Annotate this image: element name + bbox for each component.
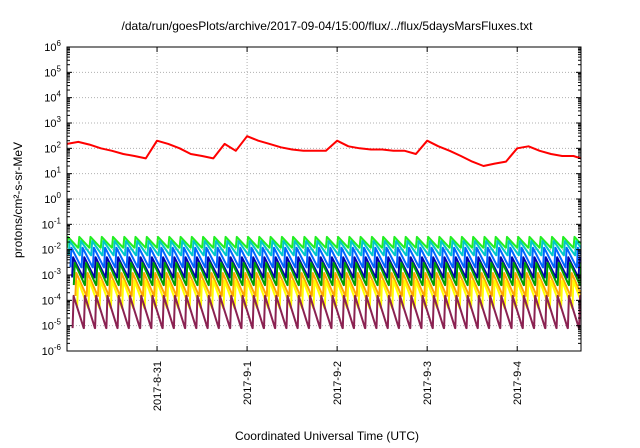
- y-tick-label: 104: [44, 90, 61, 105]
- series-line-6: [74, 272, 581, 297]
- y-tick-label: 10-4: [42, 292, 62, 307]
- y-tick-label: 105: [44, 64, 61, 79]
- y-tick-label: 100: [44, 191, 61, 206]
- x-tick-label: 2017-9-4: [512, 361, 524, 405]
- series-line-3: [69, 246, 581, 269]
- x-axis-ticks: 2017-8-31 2017-9-1 2017-9-2 2017-9-3 2017-9-…: [152, 47, 524, 411]
- x-tick-label: 2017-9-3: [422, 361, 434, 405]
- y-axis-title: protons/cm²-s-sr-MeV: [11, 142, 25, 258]
- series-line-2: [67, 240, 581, 257]
- y-tick-label: 103: [44, 115, 61, 130]
- x-tick-label: 2017-9-2: [332, 361, 344, 405]
- y-tick-label: 10-6: [42, 343, 62, 358]
- y-tick-label: 10-5: [42, 318, 62, 333]
- series-line-5: [72, 261, 581, 287]
- series-line-4: [71, 256, 581, 279]
- series-line-8: [71, 294, 581, 330]
- y-tick-label: 106: [44, 39, 61, 54]
- x-tick-label: 2017-9-1: [242, 361, 254, 405]
- series-line-1: [67, 235, 581, 249]
- series-group: [67, 135, 581, 330]
- series-line-0: [67, 135, 581, 167]
- x-tick-label: 2017-8-31: [152, 361, 164, 411]
- y-axis-ticks: 10-6 10-5 10-4 10-3 10-2 10-1 100 101 102 103 104 1…: [42, 39, 581, 358]
- y-tick-label: 10-3: [42, 267, 62, 282]
- y-tick-label: 10-2: [42, 242, 62, 257]
- y-tick-label: 101: [44, 166, 61, 181]
- chart-title: /data/run/goesPlots/archive/2017-09-04/1…: [122, 19, 534, 33]
- y-tick-label: 10-1: [42, 216, 62, 231]
- x-axis-title: Coordinated Universal Time (UTC): [235, 429, 419, 443]
- y-tick-label: 102: [44, 140, 61, 155]
